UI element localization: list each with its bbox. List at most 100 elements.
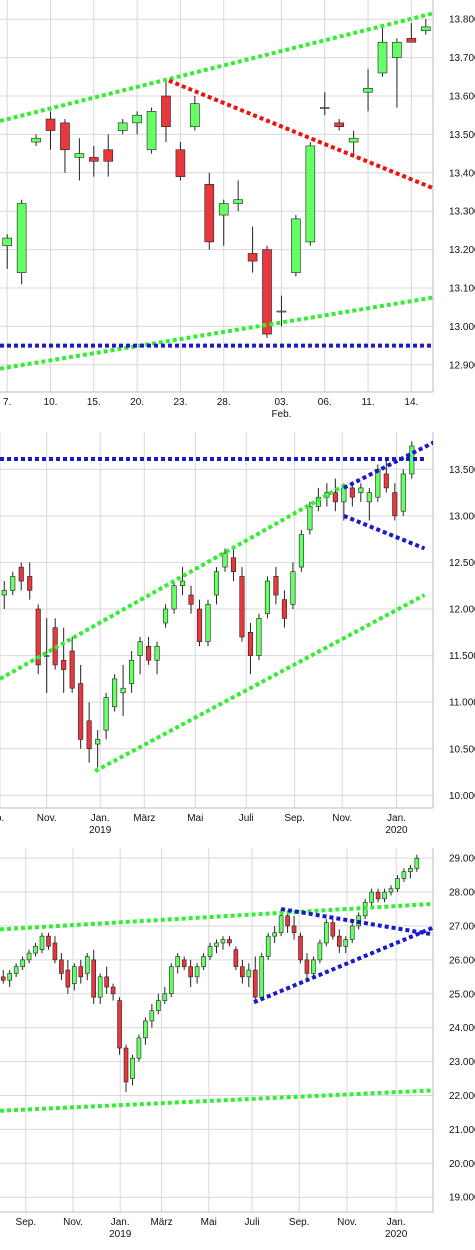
x-sublabel: 2019 — [109, 1229, 132, 1240]
candles-group — [0, 854, 420, 1093]
x-tick-label: 20. — [130, 397, 144, 408]
candle-up — [348, 137, 359, 143]
candle-down — [332, 492, 338, 503]
candles-group — [1, 441, 415, 768]
candle-up — [154, 645, 160, 661]
y-tick-label: 10.000 — [449, 791, 475, 802]
x-tick-label: Nov. — [337, 1217, 357, 1228]
candle-down — [91, 959, 97, 998]
candle-down — [60, 122, 70, 151]
candles-group — [2, 19, 431, 338]
candle-down — [375, 891, 381, 900]
candle-up — [420, 26, 431, 32]
candle-up — [72, 966, 77, 984]
candle-up — [7, 973, 12, 981]
candle-down — [110, 986, 116, 995]
candle-down — [46, 935, 51, 947]
candle-up — [129, 659, 135, 684]
candle-down — [336, 935, 342, 947]
x-sublabel: Feb. — [271, 409, 291, 420]
candle-up — [20, 959, 25, 967]
x-tick-label: 28. — [217, 397, 231, 408]
candle-up — [265, 935, 271, 957]
candle-up — [298, 534, 304, 568]
candle-down — [45, 118, 56, 131]
candle-up — [369, 891, 374, 903]
y-tick-label: 21.000 — [449, 1125, 475, 1136]
candle-down — [247, 632, 254, 656]
x-tick-label: Nov. — [63, 1217, 83, 1228]
y-tick-label: 29.000 — [449, 854, 475, 865]
y-tick-label: 23.000 — [449, 1057, 475, 1068]
candle-up — [343, 939, 349, 947]
candle-up — [95, 739, 101, 745]
candle-up — [319, 107, 330, 109]
candle-down — [273, 576, 279, 596]
y-tick-label: 11.000 — [449, 698, 475, 709]
candle-down — [27, 576, 33, 591]
y-tick-label: 13.000 — [449, 322, 475, 333]
candle-down — [204, 184, 215, 243]
x-tick-label: 03. — [274, 397, 288, 408]
candle-up — [163, 608, 169, 624]
candle-up — [120, 687, 126, 694]
candle-up — [388, 888, 394, 893]
candle-up — [218, 203, 229, 216]
candle-down — [291, 925, 297, 934]
candle-up — [194, 966, 200, 978]
y-tick-label: 22.000 — [449, 1091, 475, 1102]
y-tick-label: 20.000 — [449, 1159, 475, 1170]
candle-up — [190, 103, 200, 128]
candle-down — [188, 966, 193, 978]
candle-up — [305, 145, 316, 243]
y-tick-label: 26.000 — [449, 955, 475, 966]
candle-up — [363, 88, 373, 93]
candle-down — [349, 487, 355, 498]
candle-down — [117, 1000, 122, 1049]
candle-up — [136, 1037, 142, 1059]
y-tick-label: 11.500 — [449, 651, 475, 662]
trendline-green — [0, 481, 350, 681]
x-tick-label: 06. — [318, 397, 332, 408]
trendline-green — [94, 593, 426, 773]
candle-up — [162, 993, 168, 1001]
candle-down — [175, 149, 186, 177]
candle-up — [259, 956, 265, 998]
candle-up — [112, 678, 118, 708]
candle-down — [123, 1047, 129, 1083]
candle-down — [181, 959, 187, 967]
candle-up — [377, 41, 388, 74]
candle-up — [264, 580, 270, 614]
candle-down — [334, 122, 344, 128]
x-tick-label: Mai — [201, 1217, 217, 1228]
candle-up — [358, 487, 364, 493]
candle-down — [247, 253, 258, 262]
x-tick-label: März — [133, 813, 155, 824]
y-tick-label: 24.000 — [449, 1023, 475, 1034]
trendline-blue — [343, 513, 426, 551]
y-tick-label: 13.500 — [449, 130, 475, 141]
x-tick-label: 14. — [404, 397, 418, 408]
candle-down — [252, 969, 258, 998]
x-tick-label: 10. — [44, 397, 58, 408]
candle-down — [227, 939, 232, 944]
x-tick-label: p. — [0, 813, 4, 824]
candle-down — [35, 608, 41, 666]
x-sublabel: 2019 — [89, 825, 112, 836]
candle-up — [10, 576, 16, 591]
candle-up — [171, 585, 177, 610]
trendline-blue — [253, 925, 433, 1005]
candle-up — [290, 571, 296, 605]
candle-up — [179, 580, 186, 587]
candle-up — [272, 932, 277, 937]
x-tick-label: Juli — [245, 1217, 260, 1228]
x-tick-label: Nov. — [37, 813, 57, 824]
y-tick-label: 12.000 — [449, 605, 475, 616]
trendline-green — [0, 11, 433, 123]
candle-down — [89, 157, 99, 162]
y-tick-label: 13.800 — [449, 15, 475, 26]
y-tick-label: 19.000 — [449, 1193, 475, 1204]
x-sublabel: 2020 — [385, 825, 408, 836]
x-tick-label: Sep. — [16, 1217, 37, 1228]
